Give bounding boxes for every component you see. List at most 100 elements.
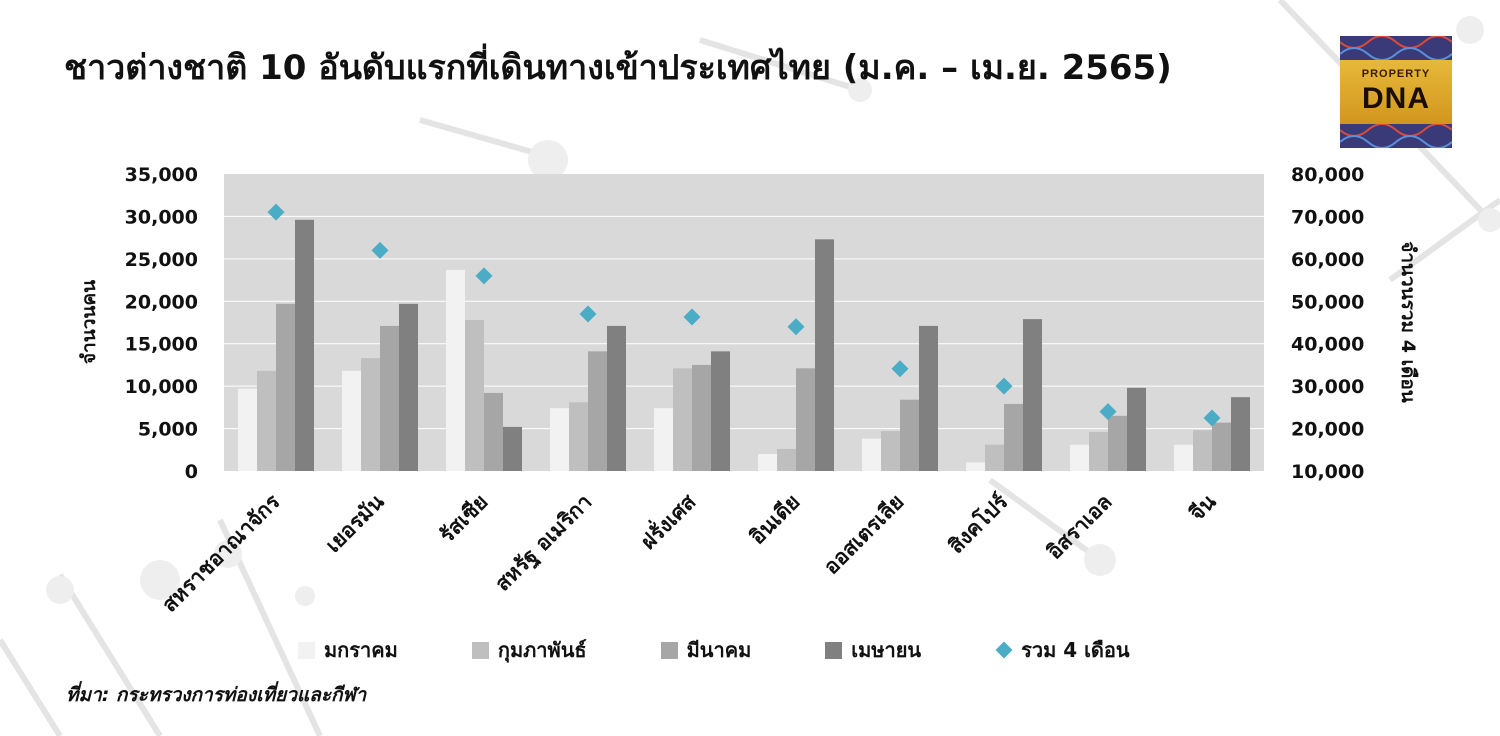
bar [1089,431,1108,471]
decorative-dot [214,540,242,568]
logo-background [1340,60,1452,124]
legend-swatch-february [471,641,489,659]
page-title: ชาวต่างชาติ 10 อันดับแรกที่เดินทางเข้าปร… [64,48,1172,88]
bar [862,438,881,471]
x-category-label: สิงคโปร์ [943,488,1013,558]
legend-swatch-march [660,641,678,659]
y-tick-label-right: 60,000 [1291,249,1364,271]
bar [1004,403,1023,471]
bar [465,319,484,471]
y-tick-label-left: 20,000 [125,291,198,313]
bar [607,325,626,471]
y-tick-label-left: 0 [185,461,198,483]
marker-total [787,318,805,336]
decorative-dot [1084,544,1116,576]
dna-helix-bottom-icon [1340,124,1452,148]
decorative-line [0,638,63,736]
bar [342,370,361,471]
source-note: ที่มา: กระทรวงการท่องเที่ยวและกีฬา [66,684,367,706]
y-tick-label-left: 15,000 [125,334,198,356]
legend-label-march: มีนาคม [686,638,752,662]
x-category-label: สหรัฐ อเมริกา [490,490,598,598]
y-tick-label-right: 50,000 [1291,291,1364,313]
marker-total [371,241,389,259]
bar [399,303,418,471]
legend-item-february: กุมภาพันธ์ [471,634,587,666]
bar [1070,444,1089,471]
y-tick-label-left: 25,000 [125,249,198,271]
legend-swatch-april [825,641,843,659]
y-tick-label-right: 30,000 [1291,376,1364,398]
bar [1212,422,1231,471]
bar [900,399,919,471]
x-category-label: อินเดีย [745,490,805,550]
bar [257,370,276,471]
y-tick-label-left: 35,000 [125,164,198,186]
bar [1108,415,1127,471]
decorative-dot [1478,208,1500,232]
y-tick-label-right: 80,000 [1291,164,1364,186]
legend-marker-total [995,641,1013,659]
bar [588,351,607,471]
x-category-label: อิสราเอล [1042,490,1117,565]
marker-total [1203,409,1221,427]
bar [238,388,257,471]
y-axis-title-left: จำนวนคน [78,280,100,364]
bar [796,368,815,471]
decorative-dot [848,78,872,102]
marker-total [579,305,597,323]
bar [1231,397,1250,471]
decorative-line [699,37,861,93]
decorative-line [57,573,163,736]
bar [815,239,834,471]
bar [569,402,588,471]
decorative-dot [140,560,180,600]
marker-total [475,267,493,285]
marker-total [995,377,1013,395]
legend-label-january: มกราคม [324,638,398,662]
logo-text-dna: DNA [1362,82,1430,115]
marker-total [683,308,701,326]
bar [380,325,399,471]
legend-swatch-january [298,641,315,659]
bar [295,219,314,471]
marker-total [1099,403,1117,421]
bar [276,303,295,471]
bar [966,462,985,471]
bar [1193,430,1212,471]
x-category-label: ฝรั่งเศส [633,487,700,554]
decorative-dot [1456,16,1484,44]
y-tick-label-right: 10,000 [1291,461,1364,483]
legend-label-total: รวม 4 เดือน [1021,638,1130,662]
y-tick-label-right: 70,000 [1291,206,1364,228]
bar [446,269,465,471]
x-category-label: รัสเซีย [435,490,493,548]
bar [654,408,673,471]
bar [361,358,380,471]
chart-legend: มกราคม กุมภาพันธ์ มีนาคม เมษายน รวม 4 เด… [298,637,1130,663]
decorative-dot [528,140,568,180]
x-category-label: ออสเตรเลีย [819,490,908,579]
bar [919,325,938,471]
bar [985,444,1004,471]
property-dna-logo: PROPERTY DNA [1340,36,1452,148]
legend-item-january: มกราคม [298,634,398,666]
legend-label-april: เมษายน [851,638,922,662]
legend-label-february: กุมภาพันธ์ [497,638,587,662]
logo-text-property: PROPERTY [1361,68,1431,80]
bar [711,351,730,471]
y-tick-label-left: 5,000 [138,419,198,441]
bar [1174,444,1193,471]
bar [758,454,777,471]
bar [484,392,503,471]
y-axis-title-right: จำนวนรวม 4 เดือน [1397,241,1419,403]
y-tick-label-right: 40,000 [1291,334,1364,356]
bar [673,368,692,471]
marker-total [267,203,285,221]
decorative-line [988,477,1102,563]
bar [503,426,522,471]
bar [1127,387,1146,471]
bar [1023,319,1042,471]
legend-item-march: มีนาคม [660,634,752,666]
